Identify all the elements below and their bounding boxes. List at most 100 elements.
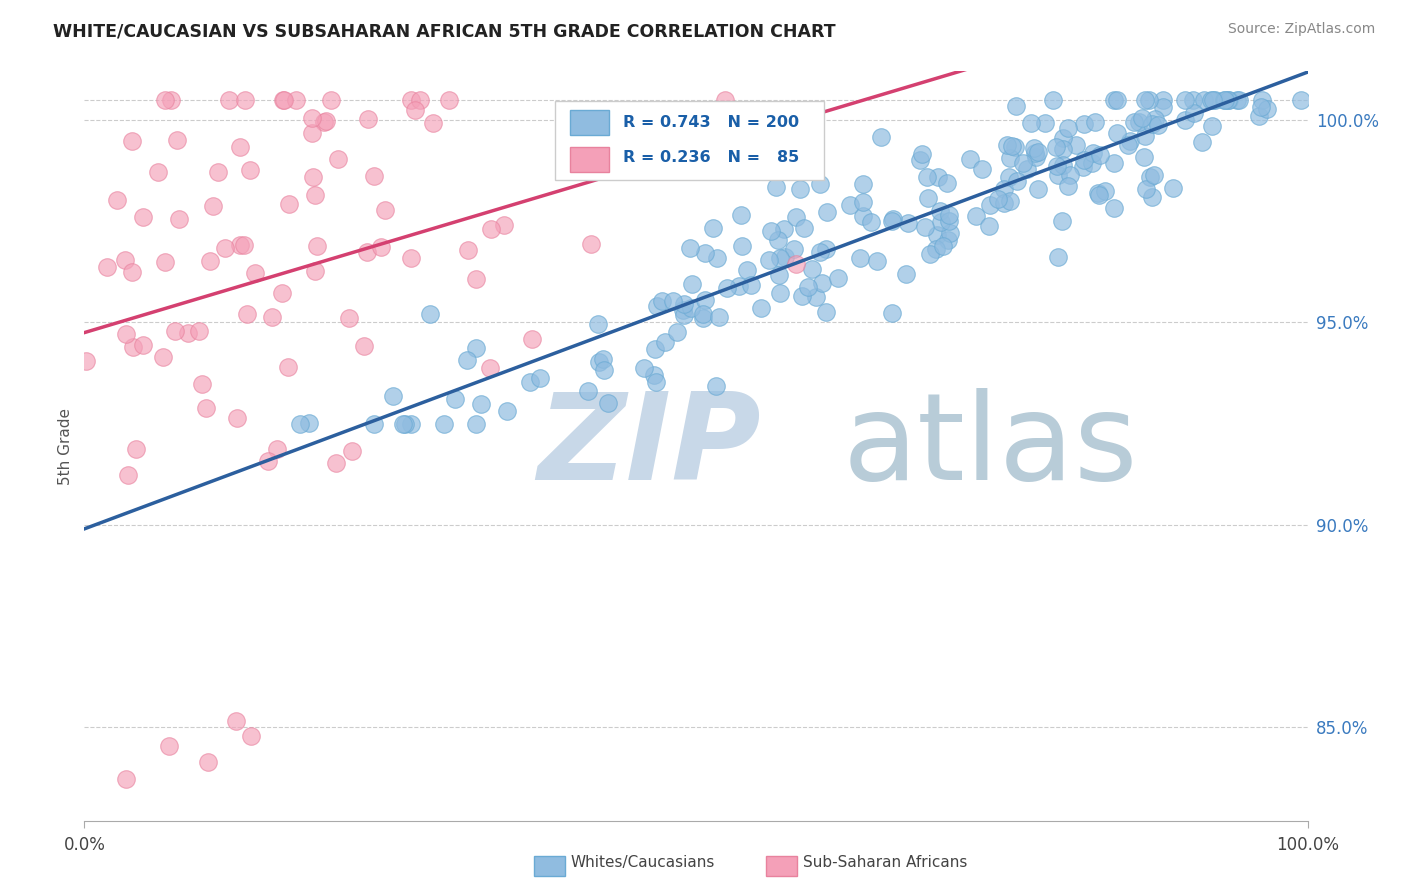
Point <box>325 456 347 470</box>
Point <box>939 226 962 240</box>
Point <box>852 209 875 223</box>
Point <box>198 254 221 268</box>
Point <box>793 220 815 235</box>
Point <box>598 396 620 410</box>
Point <box>1199 93 1222 107</box>
Point <box>704 378 727 392</box>
Point <box>804 290 827 304</box>
Point <box>146 165 169 179</box>
Point <box>1094 184 1116 198</box>
Point <box>1218 93 1240 107</box>
Point <box>1015 162 1038 177</box>
Point <box>1128 115 1150 129</box>
Point <box>207 165 229 179</box>
Point <box>105 193 128 207</box>
Point <box>654 335 676 350</box>
Point <box>305 239 328 253</box>
Point <box>672 297 695 311</box>
Point <box>917 191 939 205</box>
Point <box>938 214 960 228</box>
Point <box>1046 250 1069 264</box>
Point <box>647 299 669 313</box>
Point <box>422 116 444 130</box>
Point <box>914 220 936 235</box>
Point <box>328 153 350 167</box>
Point <box>737 263 759 277</box>
Text: R = 0.236   N =   85: R = 0.236 N = 85 <box>623 151 799 166</box>
Point <box>772 221 794 235</box>
Point <box>665 325 688 339</box>
Text: Source: ZipAtlas.com: Source: ZipAtlas.com <box>1227 22 1375 37</box>
Point <box>769 251 792 265</box>
Point <box>298 416 321 430</box>
Point <box>271 93 294 107</box>
Point <box>1088 188 1111 202</box>
Point <box>808 244 831 259</box>
Point <box>651 294 673 309</box>
Point <box>1084 115 1107 129</box>
Point <box>731 238 754 252</box>
Point <box>1052 142 1074 156</box>
Point <box>1081 155 1104 169</box>
Point <box>1250 100 1272 114</box>
Point <box>494 218 516 232</box>
Point <box>374 203 396 218</box>
Point <box>1225 93 1247 107</box>
Point <box>679 241 702 255</box>
Point <box>1046 159 1069 173</box>
Point <box>797 279 820 293</box>
Point <box>165 324 187 338</box>
Point <box>693 245 716 260</box>
Point <box>1249 109 1271 123</box>
Point <box>1147 118 1170 132</box>
Point <box>153 93 176 107</box>
Point <box>399 417 422 431</box>
Point <box>314 114 336 128</box>
Point <box>880 214 903 228</box>
Point <box>1028 145 1050 159</box>
Point <box>783 242 806 256</box>
Point <box>225 411 247 425</box>
Point <box>399 251 422 265</box>
Point <box>927 170 949 185</box>
Point <box>1012 156 1035 170</box>
Point <box>1102 93 1125 107</box>
Point <box>236 307 259 321</box>
Point <box>928 204 950 219</box>
Point <box>122 340 145 354</box>
Point <box>692 311 714 326</box>
Point <box>304 187 326 202</box>
Point <box>115 772 138 787</box>
Point <box>995 138 1018 153</box>
Point <box>827 270 849 285</box>
Point <box>1007 173 1029 187</box>
Text: R = 0.743   N = 200: R = 0.743 N = 200 <box>623 115 799 129</box>
Point <box>519 376 541 390</box>
Point <box>399 93 422 107</box>
Point <box>1052 214 1074 228</box>
Point <box>643 368 665 382</box>
Point <box>1133 129 1156 144</box>
Point <box>266 442 288 456</box>
Point <box>233 93 256 107</box>
Point <box>270 286 292 301</box>
Point <box>152 350 174 364</box>
Point <box>692 307 714 321</box>
Point <box>815 304 838 318</box>
Point <box>529 371 551 385</box>
Point <box>214 241 236 255</box>
Point <box>644 342 666 356</box>
Point <box>672 309 695 323</box>
Point <box>790 289 813 303</box>
Point <box>409 93 432 107</box>
Point <box>370 240 392 254</box>
Point <box>1052 158 1074 172</box>
FancyBboxPatch shape <box>555 102 824 180</box>
Point <box>437 93 460 107</box>
Point <box>160 93 183 107</box>
Point <box>1182 93 1205 107</box>
Point <box>218 93 240 107</box>
Point <box>987 192 1010 206</box>
Point <box>911 147 934 161</box>
Point <box>766 233 789 247</box>
